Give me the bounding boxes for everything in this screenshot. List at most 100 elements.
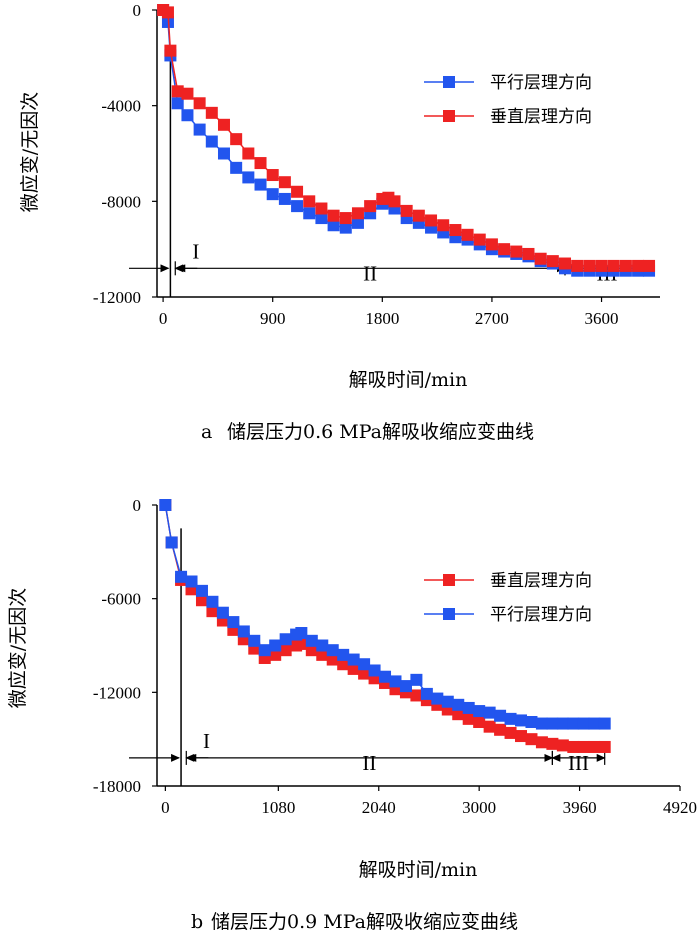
data-point xyxy=(171,97,184,110)
x-tick-label: 0 xyxy=(161,798,170,817)
data-point xyxy=(305,634,318,647)
x-ticks: 0 1080 2040 3000 3960 4920 xyxy=(161,786,697,817)
legend-marker-1 xyxy=(443,110,455,122)
legend-label-0: 垂直层理方向 xyxy=(490,571,592,591)
caption-label: a xyxy=(201,421,212,443)
data-point xyxy=(643,259,656,272)
data-point xyxy=(522,247,535,260)
data-point xyxy=(347,653,360,666)
data-point xyxy=(546,717,559,730)
data-point xyxy=(227,616,240,629)
y-ticks: 0 -6000 -12000 -18000 xyxy=(93,496,157,796)
data-point xyxy=(473,715,486,728)
data-point xyxy=(452,708,465,721)
legend-marker-0 xyxy=(443,76,455,88)
data-point xyxy=(230,133,243,146)
x-ticks: 0 900 1800 2700 3600 xyxy=(159,297,619,328)
legend-entry: 垂直层理方向 xyxy=(424,107,592,127)
x-tick-label: 0 xyxy=(159,309,168,328)
data-point xyxy=(193,123,206,136)
data-point xyxy=(535,736,548,749)
data-point xyxy=(595,259,608,272)
y-tick-label: -12000 xyxy=(93,288,141,307)
stage-label: I xyxy=(203,729,210,753)
data-point xyxy=(185,575,198,588)
data-point xyxy=(364,200,377,213)
data-point xyxy=(217,147,230,160)
stage-label: II xyxy=(363,261,377,285)
data-point xyxy=(159,499,172,511)
stage-label: I xyxy=(192,239,199,263)
data-point xyxy=(339,212,352,225)
data-point xyxy=(316,639,329,652)
y-tick-label: -8000 xyxy=(101,192,141,211)
x-tick-label: 4920 xyxy=(663,798,697,817)
data-point xyxy=(248,634,261,647)
data-point xyxy=(598,717,611,730)
data-point xyxy=(437,219,450,232)
data-point xyxy=(358,658,371,671)
data-point xyxy=(358,667,371,680)
data-point xyxy=(462,701,475,714)
data-point xyxy=(181,87,194,100)
data-point xyxy=(327,219,340,232)
data-point xyxy=(619,259,632,272)
data-point xyxy=(504,726,517,739)
x-tick-label: 3600 xyxy=(585,309,619,328)
data-point xyxy=(266,169,279,182)
y-tick-label: -18000 xyxy=(93,777,141,796)
data-point xyxy=(556,739,569,752)
caption: 储层压力0.9 MPa解吸收缩应变曲线 xyxy=(211,911,518,933)
data-point xyxy=(420,687,433,700)
data-point xyxy=(181,109,194,122)
data-point xyxy=(279,644,292,657)
legend-marker-1 xyxy=(443,608,455,620)
legend-entry: 平行层理方向 xyxy=(424,605,592,625)
data-point xyxy=(498,243,511,256)
data-point xyxy=(171,85,184,98)
x-tick-label: 3960 xyxy=(563,798,597,817)
data-point xyxy=(216,606,229,619)
data-point xyxy=(242,147,255,160)
data-point xyxy=(206,595,219,608)
data-point xyxy=(525,733,538,746)
data-point xyxy=(351,216,364,229)
data-point xyxy=(583,259,596,272)
data-point xyxy=(164,44,177,57)
legend-label-1: 垂直层理方向 xyxy=(490,107,592,127)
data-point xyxy=(389,675,402,688)
data-point xyxy=(431,692,444,705)
data-series xyxy=(157,4,656,277)
data-point xyxy=(279,633,292,646)
legend-label-1: 平行层理方向 xyxy=(490,605,592,625)
data-point xyxy=(510,245,523,258)
data-point xyxy=(412,209,425,222)
data-point xyxy=(515,714,528,727)
data-point xyxy=(632,259,645,272)
data-point xyxy=(266,188,279,201)
data-series xyxy=(159,499,611,753)
data-point xyxy=(473,233,486,246)
data-point xyxy=(295,637,308,650)
x-tick-label: 3000 xyxy=(462,798,496,817)
data-point xyxy=(494,723,507,736)
data-point xyxy=(230,161,243,174)
stage-label: II xyxy=(362,751,376,775)
data-point xyxy=(303,207,316,220)
data-point xyxy=(525,715,538,728)
data-point xyxy=(379,670,392,683)
data-point xyxy=(269,639,282,652)
data-point xyxy=(567,717,580,730)
data-point xyxy=(339,221,352,234)
data-point xyxy=(258,644,271,657)
data-point xyxy=(461,228,474,241)
data-point xyxy=(206,605,219,618)
data-point xyxy=(577,740,590,753)
data-point xyxy=(347,662,360,675)
data-point xyxy=(607,259,620,272)
legend-marker-0 xyxy=(443,574,455,586)
data-point xyxy=(588,740,601,753)
legend-label-0: 平行层理方向 xyxy=(490,73,592,93)
data-point xyxy=(316,648,329,661)
x-tick-label: 900 xyxy=(260,309,286,328)
